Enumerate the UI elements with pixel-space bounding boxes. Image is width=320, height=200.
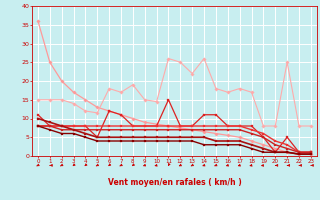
- X-axis label: Vent moyen/en rafales ( km/h ): Vent moyen/en rafales ( km/h ): [108, 178, 241, 187]
